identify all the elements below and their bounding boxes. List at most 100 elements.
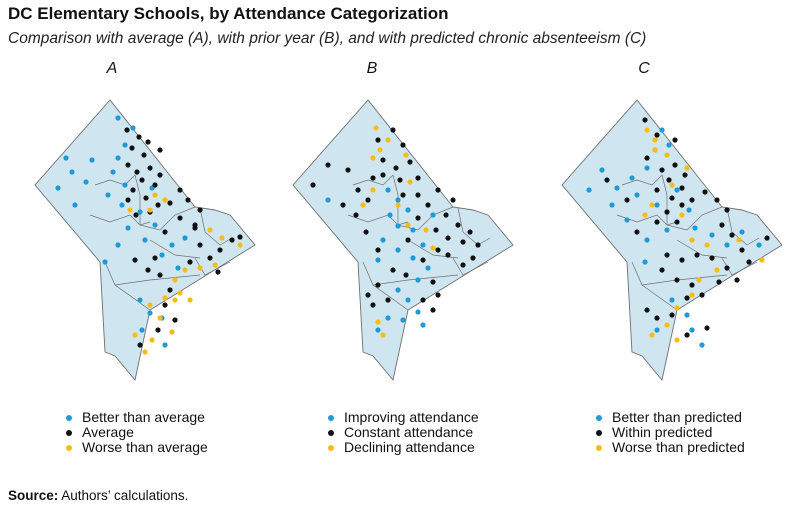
school-point-black <box>132 257 138 263</box>
school-point-blue <box>162 342 168 348</box>
school-point-blue <box>586 187 592 193</box>
school-point-black <box>674 219 680 225</box>
school-point-black <box>197 207 203 213</box>
school-point-black <box>136 134 142 140</box>
school-point-black <box>433 227 439 233</box>
school-point-black <box>724 207 730 213</box>
school-point-yellow <box>407 179 413 185</box>
school-point-yellow <box>642 212 648 218</box>
blue-dot-icon <box>66 414 72 421</box>
school-point-black <box>654 219 660 225</box>
school-point-black <box>666 177 672 183</box>
legend-b-improving: Improving attendance <box>328 410 479 425</box>
school-point-blue <box>599 167 605 173</box>
school-point-yellow <box>696 277 702 283</box>
yellow-dot-icon <box>66 444 72 451</box>
school-point-black <box>450 197 456 203</box>
school-point-blue <box>395 287 401 293</box>
ward-boundary <box>721 257 758 276</box>
school-point-blue <box>89 157 95 163</box>
school-point-black <box>475 242 481 248</box>
school-point-yellow <box>162 197 168 203</box>
school-point-blue <box>142 237 148 243</box>
school-point-blue <box>137 209 143 215</box>
school-point-blue <box>385 187 391 193</box>
school-point-black <box>430 279 436 285</box>
school-point-black <box>355 187 361 193</box>
school-point-yellow <box>430 245 436 251</box>
legend-a-better: Better than average <box>66 410 208 425</box>
maps-canvas <box>34 99 783 381</box>
school-point-blue <box>709 232 715 238</box>
school-point-black <box>739 247 745 253</box>
school-point-black <box>425 202 431 208</box>
school-point-black <box>143 195 149 201</box>
school-point-black <box>702 189 708 195</box>
black-dot-icon <box>328 429 334 436</box>
school-point-black <box>390 127 396 133</box>
school-point-yellow <box>380 332 386 338</box>
school-point-blue <box>644 165 650 171</box>
school-point-black <box>467 229 473 235</box>
school-point-black <box>353 212 359 218</box>
school-point-black <box>365 292 371 298</box>
school-point-black <box>157 147 163 153</box>
school-point-blue <box>689 327 695 333</box>
school-point-yellow <box>370 187 376 193</box>
school-point-blue <box>115 155 121 161</box>
school-point-blue <box>410 255 416 261</box>
school-point-blue <box>110 169 116 175</box>
school-point-black <box>229 237 235 243</box>
school-point-black <box>172 317 178 323</box>
school-point-black <box>672 137 678 143</box>
ward-boundary <box>676 239 728 259</box>
school-point-yellow <box>147 302 153 308</box>
ward-boundary <box>89 214 151 226</box>
school-point-blue <box>684 312 690 318</box>
school-point-black <box>385 297 391 303</box>
school-point-black <box>162 302 168 308</box>
school-point-yellow <box>649 202 655 208</box>
school-point-black <box>405 237 411 243</box>
school-point-black <box>187 259 193 265</box>
school-point-black <box>654 187 660 193</box>
school-point-blue <box>169 242 175 248</box>
school-point-blue <box>375 327 381 333</box>
school-point-blue <box>139 327 145 333</box>
school-point-blue <box>83 179 89 185</box>
school-point-yellow <box>736 237 742 243</box>
school-point-blue <box>182 235 188 241</box>
school-point-yellow <box>423 227 429 233</box>
school-point-black <box>719 222 725 228</box>
school-point-yellow <box>152 192 158 198</box>
school-point-yellow <box>405 222 411 228</box>
black-dot-icon <box>596 429 602 436</box>
school-point-yellow <box>403 152 409 158</box>
school-point-black <box>684 295 690 301</box>
school-point-black <box>125 162 131 168</box>
school-point-yellow <box>664 322 670 328</box>
school-point-blue <box>644 237 650 243</box>
school-point-blue <box>674 187 680 193</box>
school-point-blue <box>102 259 108 265</box>
school-point-yellow <box>669 182 675 188</box>
school-point-black <box>157 172 163 178</box>
school-point-blue <box>642 259 648 265</box>
school-point-black <box>435 187 441 193</box>
school-point-blue <box>69 169 75 175</box>
school-point-black <box>704 325 710 331</box>
school-point-yellow <box>644 127 650 133</box>
school-point-black <box>729 232 735 238</box>
school-point-yellow <box>132 332 138 338</box>
school-point-black <box>133 212 139 218</box>
school-point-black <box>644 155 650 161</box>
school-point-blue <box>756 242 762 248</box>
school-point-black <box>365 197 371 203</box>
school-point-blue <box>55 185 61 191</box>
ward-boundary <box>114 274 201 286</box>
school-point-blue <box>420 242 426 248</box>
school-point-black <box>734 277 740 283</box>
legend-a-average: Average <box>66 425 208 440</box>
school-point-black <box>155 202 161 208</box>
school-point-black <box>654 315 660 321</box>
